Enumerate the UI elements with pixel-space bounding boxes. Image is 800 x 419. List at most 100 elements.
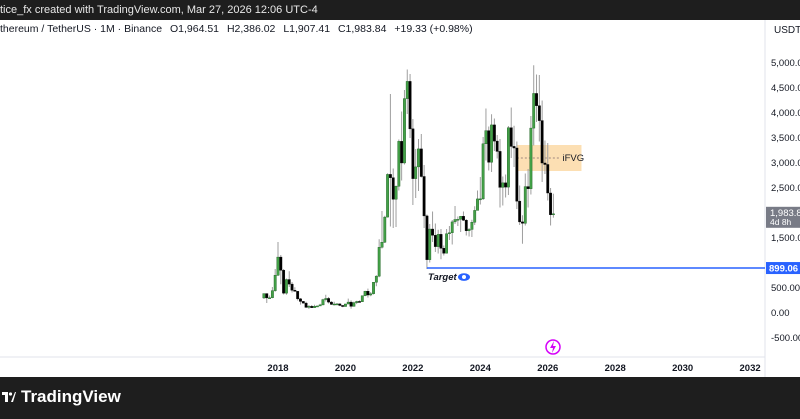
time-tick-label: 2018 (267, 363, 288, 374)
candle-body (329, 301, 333, 305)
candle-body (540, 120, 544, 164)
ohlc-low: L1,907.41 (283, 23, 331, 35)
eye-icon (458, 273, 470, 281)
time-tick-label: 2020 (335, 363, 356, 374)
candle-body (293, 290, 297, 292)
candle-body (476, 198, 479, 211)
candle-body (301, 301, 305, 304)
tradingview-logo-icon (2, 392, 16, 402)
time-tick-label: 2028 (605, 363, 626, 374)
candle-body (391, 177, 395, 200)
candle-body (299, 298, 302, 302)
candle-body (344, 303, 347, 307)
candle-body (352, 302, 356, 307)
candle-body (498, 151, 502, 188)
lightning-icon[interactable] (545, 339, 561, 355)
candle-body (262, 293, 266, 299)
footer: TradingView (0, 377, 800, 419)
candle-body (523, 186, 527, 224)
candle-body (349, 301, 353, 307)
time-tick-label: 2026 (537, 363, 558, 374)
symbol-name[interactable]: thereum / TetherUS · 1M · Binance (0, 23, 163, 35)
candle-body (442, 248, 446, 254)
candle-body (433, 235, 437, 247)
candle-body (270, 290, 274, 298)
candle-body (419, 148, 423, 177)
ifvg-zone[interactable]: iFVG (516, 145, 584, 171)
target-label: Target (428, 272, 458, 283)
candle-body (380, 241, 384, 248)
candle-body (403, 98, 406, 164)
candle-body (285, 279, 288, 294)
time-axis[interactable]: 2018 2020 2022 2024 2026 2028 2030 2032 (267, 363, 760, 374)
candle-body (484, 130, 488, 145)
candle-body (318, 304, 322, 307)
candle-body (360, 295, 364, 302)
candle-body (478, 198, 482, 201)
candle-body (366, 291, 370, 296)
candle-body (436, 234, 440, 247)
time-tick-label: 2024 (470, 363, 492, 374)
candle-body (372, 282, 375, 294)
header-text: tice_fx created with TradingView.com, Ma… (0, 4, 318, 16)
current-price-tag (766, 206, 800, 228)
candle-body (428, 228, 432, 260)
candle-body (321, 299, 325, 306)
price-tick-label: 5,000.00 (771, 58, 800, 69)
candle-body (290, 283, 294, 291)
candle-body (417, 148, 420, 168)
price-tick-label: 4,500.00 (771, 83, 800, 94)
candle-body (501, 182, 505, 188)
current-price-label: 1,983.84 (770, 208, 800, 219)
candle-body (526, 186, 530, 189)
candle-body (551, 213, 555, 216)
candle-body (346, 301, 350, 305)
candle-body (296, 291, 300, 300)
tradingview-logo[interactable]: TradingView (2, 387, 121, 407)
price-chart[interactable]: iFVG Target 5,000.00 4,500.00 4,000.00 3,50… (0, 20, 800, 377)
candle-body (377, 247, 381, 277)
candle-body (535, 93, 538, 106)
candle-body (374, 275, 378, 283)
candle-body (492, 124, 496, 142)
candle-body (315, 305, 319, 308)
candle-body (464, 219, 468, 231)
price-tick-label: 2,500.00 (771, 183, 800, 194)
candle-body (549, 192, 552, 215)
candle-body (307, 306, 311, 308)
candle-body (507, 127, 510, 188)
brand-name: TradingView (21, 387, 121, 406)
candle-body (453, 219, 457, 223)
target-price-tag (766, 262, 800, 275)
candle-body (448, 232, 451, 234)
currency-label[interactable]: USDT (774, 25, 800, 36)
candle-body (327, 298, 330, 303)
candle-body (397, 141, 401, 187)
time-tick-label: 2032 (740, 363, 761, 374)
candle-body (445, 233, 448, 254)
candle-body (332, 303, 336, 306)
candle-body (512, 146, 516, 149)
candle-body (459, 216, 463, 220)
target-line[interactable]: Target (426, 267, 765, 283)
time-tick-label: 2030 (672, 363, 693, 374)
candle-body (279, 256, 283, 271)
candle-body (363, 291, 367, 296)
candle-body (273, 274, 277, 291)
candle-body (546, 164, 550, 194)
price-axis[interactable]: 5,000.00 4,500.00 4,000.00 3,500.00 3,000.00… (771, 58, 800, 344)
ohlc-close: C1,983.84 (337, 23, 387, 35)
candle-body (509, 127, 513, 147)
candle-body (358, 301, 361, 303)
candle-body (411, 128, 415, 179)
candles (262, 65, 555, 309)
candle-body (543, 162, 547, 165)
candle-body (405, 81, 409, 99)
candle-body (304, 302, 308, 308)
candle-body (394, 185, 398, 200)
ifvg-label: iFVG (562, 153, 584, 164)
symbol-legend: thereum / TetherUS · 1M · Binance O1,964… (0, 23, 478, 35)
price-tick-label: 1,500.00 (771, 233, 800, 244)
target-price-label: 899.06 (769, 264, 798, 275)
ohlc-change: +19.33 (+0.98%) (394, 23, 473, 35)
